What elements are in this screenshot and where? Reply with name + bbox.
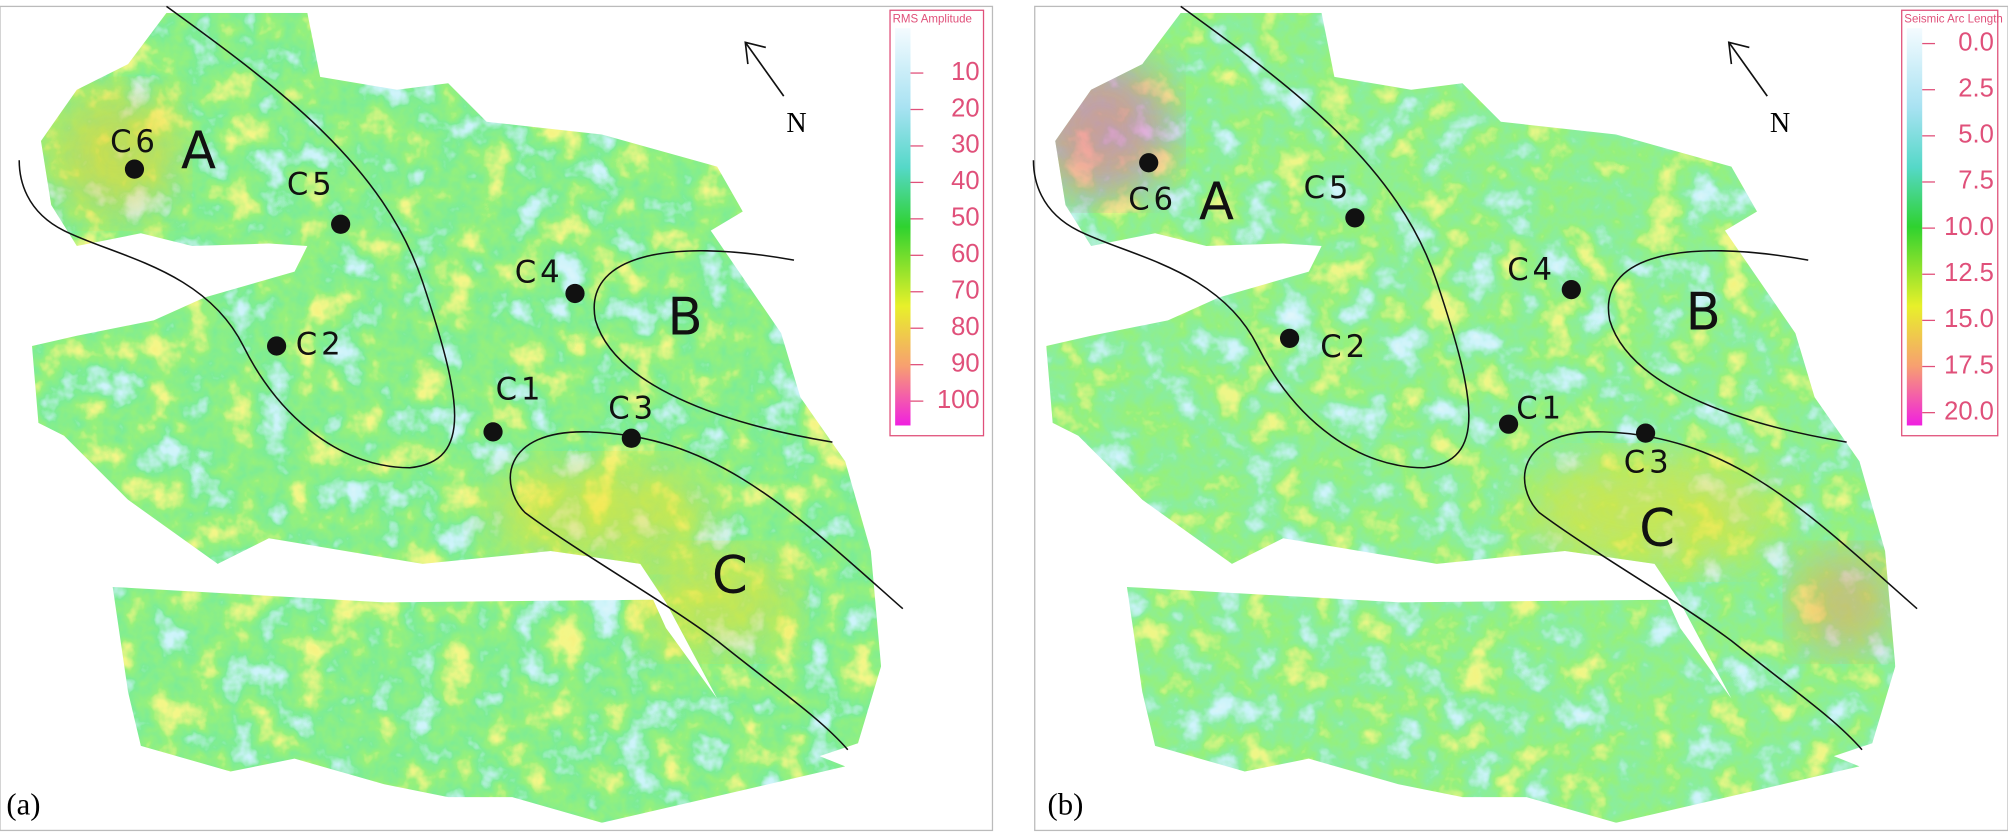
map-panel: C6 C5 C2 C4 C1 C3 A B C N Seismic Arc Length 0.0 2.5… [1032,5,2008,832]
colorbar-tick-label: 2.5 [1958,74,1994,102]
well-label: C3 [608,391,657,427]
colorbar-tick-label: 70 [951,277,979,305]
colorbar-tick-label: 5.0 [1958,121,1994,149]
well-label: C3 [1624,444,1673,480]
panel-frame [0,5,994,832]
north-label: N [786,108,806,139]
panel-frame [1034,5,2008,832]
boundary-line [1607,250,1847,443]
colorbar-tick-label: 80 [951,313,979,341]
well-marker [331,214,351,234]
colorbar-tick-label: 100 [937,386,980,414]
well-label: C5 [1304,170,1353,206]
well-label: C6 [110,124,159,160]
well-label: C6 [1128,182,1177,218]
anomaly [51,89,180,218]
colorbar-tick-label: 20.0 [1944,397,1994,425]
colorbar-tick-label: 0.0 [1958,28,1994,56]
colorbar [1906,28,1923,426]
zone-label: A [1199,172,1234,232]
colorbar-tick-label: 15.0 [1944,305,1994,333]
anomaly [1046,57,1172,199]
colorbar-title: RMS Amplitude [893,13,972,25]
zone-label: A [181,121,216,181]
well-marker [267,336,287,356]
zone-label: B [668,287,703,347]
boundary-line [593,250,833,443]
panel-label: (b) [1048,787,1084,821]
well-label: C4 [1507,252,1556,288]
zone-label: C [712,546,748,606]
well-label: C5 [287,166,336,202]
well-label: C2 [296,327,345,363]
colorbar-tick-label: 90 [951,349,979,377]
colorbar-title: Seismic Arc Length [1904,13,2003,25]
colorbar-tick-label: 50 [951,204,979,232]
zone-label: C [1639,499,1675,559]
well-label: C1 [1516,391,1565,427]
colorbar-tick-label: 20 [951,94,979,122]
well-marker [124,159,145,179]
colorbar [895,28,911,426]
zone-label: B [1686,282,1721,342]
map-panel: C6 C5 C2 C4 C1 C3 A B C N RMS Amplitude 10 20 30 40 50 6… [0,5,994,832]
colorbar-tick-label: 60 [951,240,979,268]
boundary-line [18,5,456,469]
north-arrow [744,41,785,97]
colorbar-tick-label: 40 [951,167,979,195]
well-marker [1498,414,1519,434]
anomaly [1523,454,1781,571]
boundary-line [1523,431,1918,751]
colorbar-tick-label: 10 [951,58,979,86]
north-arrow [1728,41,1768,97]
colorbar-tick-label: 7.5 [1958,167,1994,195]
well-label: C2 [1320,329,1369,365]
colorbar-tick-label: 17.5 [1944,351,1994,379]
well-marker [1635,423,1656,443]
well-marker [1279,328,1300,348]
north-label: N [1770,108,1790,139]
boundary-line [1032,5,1470,469]
north-arrowhead [744,41,767,65]
well-marker [1345,208,1365,228]
colorbar-tick-label: 10.0 [1944,213,1994,241]
boundary-line [509,431,904,751]
well-marker [1139,153,1159,173]
well-marker [565,283,585,304]
well-marker [621,428,641,448]
north-arrowhead [1727,41,1750,65]
well-marker [1561,280,1581,300]
well-label: C1 [496,371,545,407]
well-label: C4 [515,255,564,291]
colorbar-tick-label: 12.5 [1944,259,1994,287]
anomaly [486,461,718,564]
anomaly [1792,551,1896,654]
colorbar-tick-label: 30 [951,131,979,159]
panel-label: (a) [6,787,40,821]
well-marker [483,422,503,442]
